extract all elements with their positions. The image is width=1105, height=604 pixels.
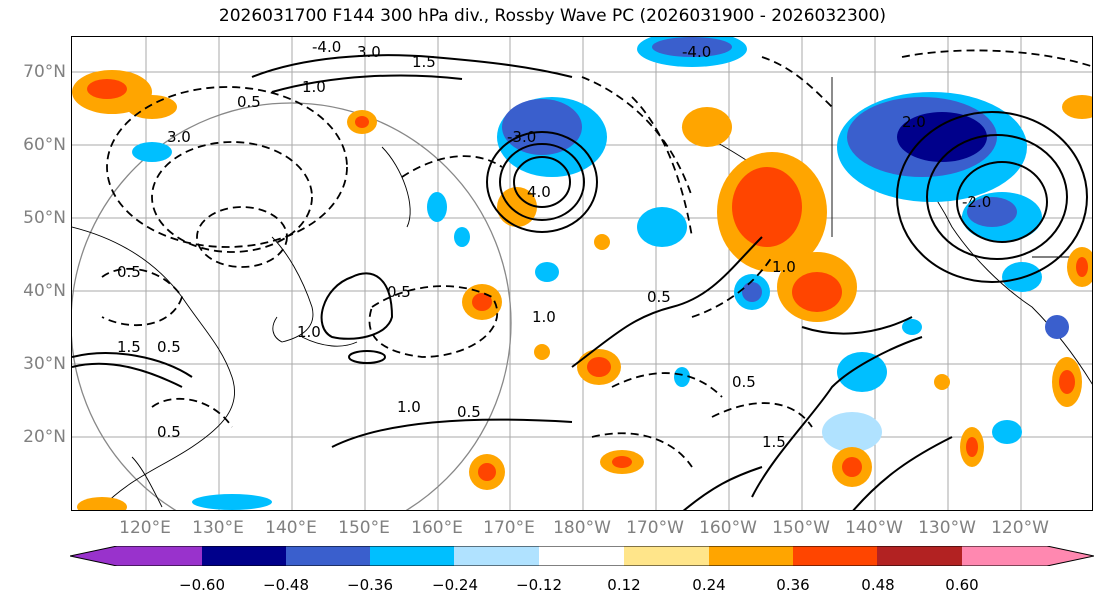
colorbar-tick: 0.12 (607, 576, 641, 594)
contour-label: -4.0 (682, 43, 711, 61)
colorbar-segment (370, 546, 455, 566)
colorbar-tick: 0.36 (776, 576, 810, 594)
lon-label: 160°W (699, 518, 757, 538)
colorbar-tick: 0.60 (945, 576, 979, 594)
colorbar-tick: −0.48 (263, 576, 309, 594)
shading-negative (132, 37, 1069, 510)
lon-label: 120°E (119, 518, 171, 538)
contour-label: 0.5 (387, 283, 411, 301)
lon-label: 160°E (411, 518, 463, 538)
lat-label: 30°N (23, 354, 66, 374)
contour-label: 1.5 (412, 53, 436, 71)
colorbar-tick: −0.60 (179, 576, 225, 594)
contour-label: 2.0 (902, 113, 926, 131)
contour-label: -4.0 (312, 38, 341, 56)
lon-label: 150°E (338, 518, 390, 538)
lat-label: 50°N (23, 208, 66, 228)
lon-label: 170°E (483, 518, 535, 538)
chart-title: 2026031700 F144 300 hPa div., Rossby Wav… (218, 6, 887, 26)
lon-label: 150°W (772, 518, 830, 538)
map-svg: -4.0 3.0 -4.0 -3.0 -2.0 1.0 1.5 0.5 3.0 … (72, 37, 1092, 510)
colorbar-segment (202, 546, 287, 566)
contour-label: 0.5 (157, 423, 181, 441)
lon-label: 170°W (626, 518, 684, 538)
colorbar-segment (962, 546, 1094, 566)
contour-label: 0.5 (117, 263, 141, 281)
colorbar-segment (70, 546, 202, 566)
contours-solid (72, 54, 1088, 510)
lon-label: 120°W (991, 518, 1049, 538)
colorbar-segment (877, 546, 963, 566)
lon-label: 180°W (553, 518, 611, 538)
contour-label: 0.5 (157, 338, 181, 356)
contour-label: 0.5 (457, 403, 481, 421)
contour-label: 1.0 (772, 258, 796, 276)
lat-label: 20°N (23, 427, 66, 447)
colorbar-segment (286, 546, 371, 566)
contour-label: 1.0 (302, 78, 326, 96)
contour-label: -3.0 (507, 128, 536, 146)
colorbar-tick: −0.24 (432, 576, 478, 594)
coastlines (72, 77, 1092, 508)
lon-label: 140°E (265, 518, 317, 538)
colorbar-tick: 0.24 (692, 576, 726, 594)
colorbar-tick: 0.48 (861, 576, 895, 594)
contour-label: 1.0 (297, 323, 321, 341)
contour-label: 1.5 (762, 433, 786, 451)
lon-label: 130°W (918, 518, 976, 538)
colorbar-segment (709, 546, 794, 566)
colorbar-tick: −0.12 (516, 576, 562, 594)
contour-label: 1.0 (397, 398, 421, 416)
contour-label: 0.5 (732, 373, 756, 391)
map-panel: -4.0 3.0 -4.0 -3.0 -2.0 1.0 1.5 0.5 3.0 … (71, 36, 1093, 511)
contour-label: 4.0 (527, 183, 551, 201)
colorbar-segment (793, 546, 878, 566)
contour-label: 3.0 (167, 128, 191, 146)
lon-label: 140°W (845, 518, 903, 538)
reference-circle (72, 102, 512, 510)
contour-label: 0.5 (237, 93, 261, 111)
colorbar-segment (539, 546, 625, 566)
contour-label: -2.0 (962, 193, 991, 211)
contour-labels: -4.0 3.0 -4.0 -3.0 -2.0 1.0 1.5 0.5 3.0 … (117, 38, 991, 451)
contour-label: 1.0 (532, 308, 556, 326)
lon-label: 130°E (192, 518, 244, 538)
contour-label: 1.5 (117, 338, 141, 356)
lat-label: 40°N (23, 281, 66, 301)
colorbar-segment (454, 546, 540, 566)
colorbar-tick: −0.36 (347, 576, 393, 594)
colorbar-segment (624, 546, 710, 566)
lat-label: 70°N (23, 62, 66, 82)
contour-label: 3.0 (357, 43, 381, 61)
contour-label: 0.5 (647, 288, 671, 306)
colorbar (70, 546, 1094, 566)
shading-positive (72, 70, 1092, 510)
contours-dashed (101, 49, 1092, 468)
lat-label: 60°N (23, 135, 66, 155)
